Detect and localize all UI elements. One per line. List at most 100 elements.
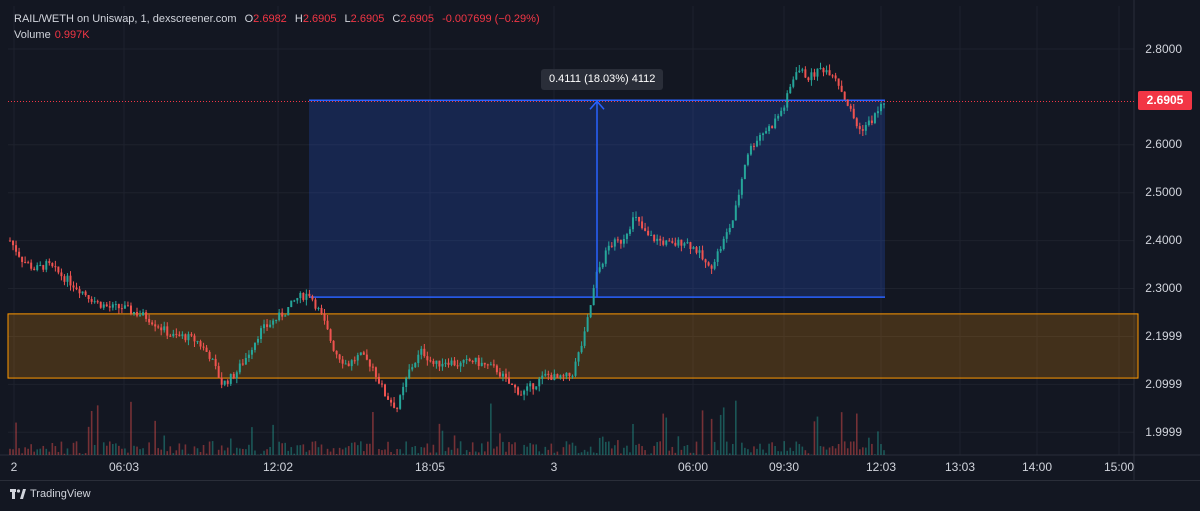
candle-body (653, 234, 656, 242)
candle-body (196, 341, 199, 343)
price-axis-label: 2.3000 (1145, 281, 1182, 295)
candle-body (825, 70, 828, 73)
volume-bar (825, 449, 828, 455)
candle-body (293, 300, 296, 302)
candle-body (462, 359, 465, 363)
candle-body (199, 341, 202, 347)
volume-bar (356, 445, 359, 455)
volume-bar (846, 448, 849, 455)
candle-body (734, 205, 737, 221)
volume-bar (24, 447, 26, 455)
candle-body (105, 304, 108, 307)
candle-body (780, 110, 783, 116)
volume-bar (849, 441, 852, 455)
candle-body (272, 320, 275, 325)
candle-body (350, 360, 353, 367)
volume-bar (665, 417, 668, 455)
candle-body (344, 363, 347, 365)
close-label: C (392, 13, 401, 25)
candle-body (338, 354, 341, 360)
volume-bar (420, 447, 423, 455)
volume-bar (378, 448, 380, 455)
candle-body (683, 243, 686, 246)
candle-body (33, 268, 36, 271)
price-axis-label: 2.6000 (1145, 137, 1182, 151)
candle-body (480, 362, 483, 366)
volume-bar (499, 433, 501, 455)
volume-bar (417, 453, 420, 455)
volume-bar (571, 442, 574, 455)
candle-body (692, 247, 695, 249)
volume-bar (332, 448, 335, 455)
volume-bar (163, 435, 166, 455)
candle-body (483, 362, 486, 365)
candle-body (84, 291, 87, 296)
volume-bar (320, 444, 323, 455)
candle-body (256, 338, 259, 343)
volume-bar (783, 441, 786, 455)
volume-bar (366, 443, 368, 455)
candle-body (111, 304, 114, 308)
volume-bar (269, 446, 271, 455)
candle-body (755, 140, 758, 147)
candle-body (840, 85, 843, 92)
volume-bar (623, 447, 625, 455)
change-value: -0.007699 (−0.29%) (442, 13, 540, 25)
volume-bar (747, 449, 749, 455)
candle-body (432, 361, 435, 364)
candle-body (326, 320, 329, 330)
candle-body (99, 301, 102, 308)
candle-body (695, 247, 698, 253)
volume-bars (9, 400, 885, 455)
volume-bar (722, 407, 725, 455)
candle-body (187, 334, 190, 341)
candle-body (495, 365, 498, 373)
candle-body (628, 229, 631, 234)
candle-body (777, 115, 780, 119)
time-axis-label: 06:03 (108, 460, 140, 474)
volume-bar (414, 446, 417, 455)
candle-body (48, 261, 51, 264)
candle-body (855, 118, 858, 127)
footer[interactable]: TradingView (10, 488, 91, 500)
candle-body (870, 120, 873, 124)
candle-body (81, 291, 84, 294)
candle-body (90, 299, 93, 302)
candle-body (323, 313, 326, 321)
price-axis-label: 2.5000 (1145, 185, 1182, 199)
candle-body (266, 324, 269, 327)
volume-bar (653, 445, 655, 455)
volume-bar (735, 400, 737, 455)
candle-body (638, 216, 641, 222)
volume-bar (387, 441, 389, 455)
candle-body (822, 68, 825, 73)
candle-body (722, 238, 725, 250)
volume-bar (553, 452, 556, 455)
candle-body (713, 261, 716, 269)
volume-bar (532, 444, 534, 455)
volume-bar (450, 449, 453, 455)
candle-body (399, 395, 402, 409)
candle-body (749, 145, 752, 155)
volume-bar (677, 436, 680, 455)
candle-body (290, 300, 293, 308)
volume-bar (317, 447, 320, 455)
volume-bar (601, 436, 604, 455)
candle-body (728, 227, 731, 233)
volume-bar (617, 440, 619, 455)
price-axis-label: 1.9999 (1145, 425, 1182, 439)
volume-bar (777, 451, 779, 455)
volume-bar (27, 448, 29, 455)
candle-body (498, 372, 501, 377)
volume-bar (57, 451, 60, 455)
volume-bar (381, 450, 383, 455)
volume-bar (759, 443, 761, 455)
candle-body (789, 86, 792, 94)
volume-bar (335, 454, 338, 455)
candle-body (625, 233, 628, 240)
candle-body (356, 355, 359, 361)
price-range-label[interactable]: 0.4111 (18.03%) 4112 (541, 69, 664, 90)
candle-body (553, 374, 556, 381)
candle-body (571, 375, 574, 377)
